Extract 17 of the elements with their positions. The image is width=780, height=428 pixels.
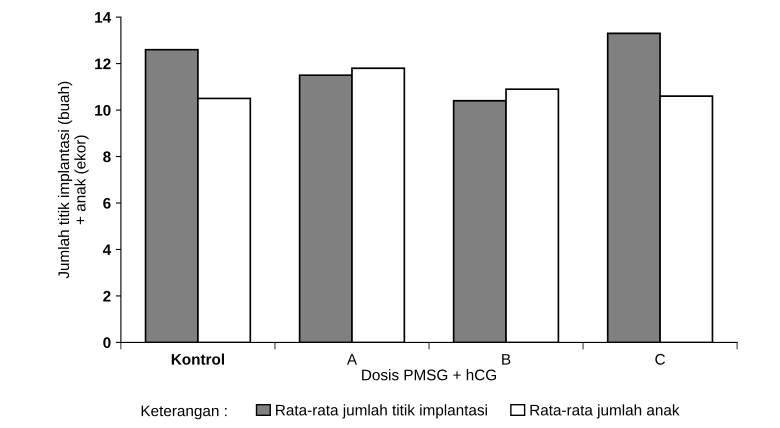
legend-label: Rata-rata jumlah titik implantasi [276, 404, 487, 419]
y-tick-label: 2 [103, 290, 111, 302]
y-tick-label: 0 [103, 337, 111, 348]
y-tick-label: 14 [95, 12, 112, 23]
x-tick-label: C [655, 354, 666, 365]
y-axis-title: Jumlah titik implantasi (buah) + anak (ekor) [58, 82, 89, 278]
x-tick-label: Kontrol [172, 354, 224, 365]
y-tick-label: 12 [95, 58, 111, 70]
x-axis-title: Dosis PMSG + hCG [362, 369, 496, 380]
legend-label: Rata-rata jumlah anak [530, 404, 680, 419]
x-tick-label: B [502, 354, 510, 365]
x-tick-label: A [346, 354, 358, 365]
legend-title: Keterangan : [142, 406, 226, 420]
y-tick-label: 10 [95, 104, 111, 116]
y-tick-label: 4 [102, 244, 112, 255]
y-tick-label: 6 [103, 198, 111, 209]
y-tick-label: 8 [103, 151, 111, 162]
